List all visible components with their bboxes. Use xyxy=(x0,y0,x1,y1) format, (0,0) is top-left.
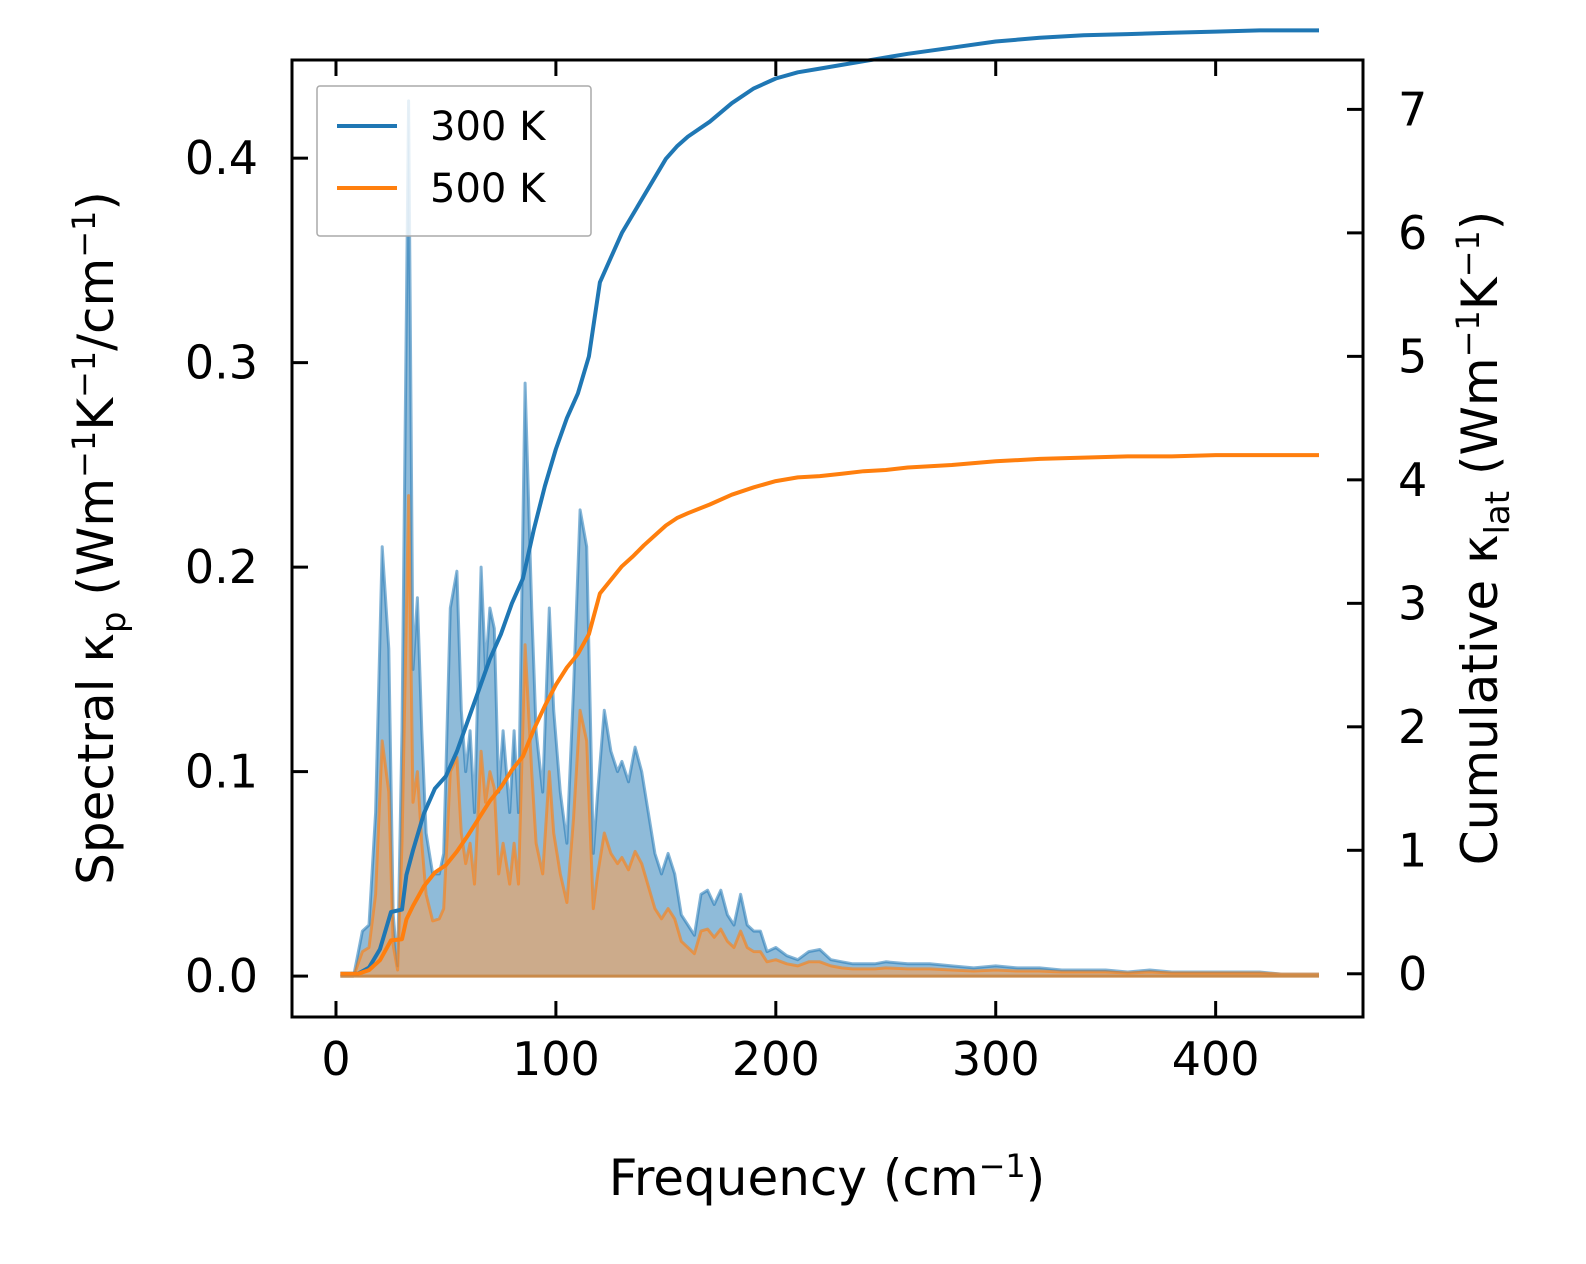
spectral-line-500k xyxy=(340,494,1319,978)
cumulative-line-500k xyxy=(340,453,1319,976)
spectral-line-300k xyxy=(340,99,1319,978)
x-tick-label: 300 xyxy=(952,1032,1040,1086)
axes-frame xyxy=(290,58,1365,1019)
x-axis-title: Frequency (cm−1) xyxy=(609,1147,1046,1207)
legend-box xyxy=(316,85,592,237)
y-axis-right-title: Cumulative κlat (Wm−1K−1) xyxy=(1449,211,1518,866)
ticks-layer: 0 100 200 300 400 0.0 0.1 0.2 0.3 0.4 0 1 2 3 4 5 6 7 xyxy=(185,60,1427,1086)
x-tick-label: 200 xyxy=(732,1032,820,1086)
legend: 300 K 500 K xyxy=(316,85,592,237)
x-tick-label: 400 xyxy=(1172,1032,1260,1086)
y-tick-label-left: 0.2 xyxy=(185,540,258,594)
y-tick-label-right: 3 xyxy=(1398,576,1427,630)
spectral-area-500k xyxy=(340,495,1319,977)
legend-label-300k: 300 K xyxy=(430,104,547,150)
y-tick-label-right: 7 xyxy=(1398,82,1427,136)
cumulative-line-300k xyxy=(340,28,1319,976)
y-tick-label-right: 6 xyxy=(1398,206,1427,260)
x-tick-label: 0 xyxy=(321,1032,350,1086)
y-tick-label-right: 5 xyxy=(1398,329,1427,383)
legend-label-500k: 500 K xyxy=(430,166,547,212)
y-tick-label-left: 0.3 xyxy=(185,336,258,390)
x-tick-label: 100 xyxy=(512,1032,600,1086)
y-tick-label-right: 1 xyxy=(1398,823,1427,877)
y-tick-label-left: 0.0 xyxy=(185,949,258,1003)
y-tick-label-left: 0.1 xyxy=(185,745,258,799)
y-tick-label-right: 2 xyxy=(1398,700,1427,754)
y-tick-label-left: 0.4 xyxy=(185,131,258,185)
y-tick-label-right: 0 xyxy=(1398,947,1427,1001)
y-axis-left-title: Spectral κp (Wm−1K−1/cm−1) xyxy=(65,191,134,885)
y-tick-label-right: 4 xyxy=(1398,453,1427,507)
plot-area xyxy=(340,28,1320,978)
